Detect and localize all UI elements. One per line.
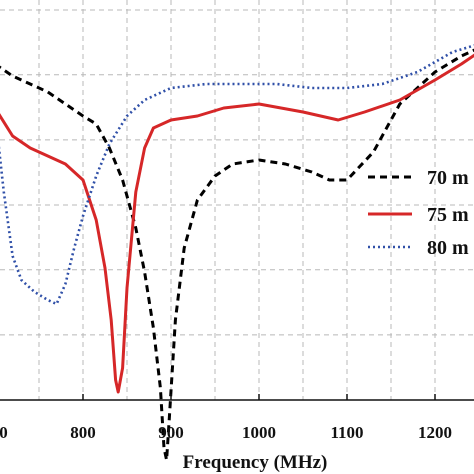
series-line-3	[0, 44, 474, 306]
axes: 700 800 900 1000 1100 1200 Frequency (MHz)	[0, 394, 474, 473]
x-axis-label: Frequency (MHz)	[183, 452, 328, 473]
series-layer	[0, 44, 474, 462]
legend-label-2: 75 m	[427, 204, 469, 226]
legend-label-3: 80 m	[427, 237, 469, 259]
x-tick-label: 700	[0, 423, 8, 442]
legend: 70 m 75 m 80 m	[368, 167, 469, 259]
grid	[0, 0, 474, 400]
x-tick-label: 1000	[242, 423, 276, 442]
x-tick-label: 1100	[330, 423, 363, 442]
series-line-2	[0, 53, 474, 394]
x-tick-label: 800	[70, 423, 96, 442]
x-tick-label: 900	[158, 423, 184, 442]
legend-label-1: 70 m	[427, 167, 469, 189]
series-line-1	[0, 48, 474, 462]
x-tick-label: 1200	[418, 423, 452, 442]
